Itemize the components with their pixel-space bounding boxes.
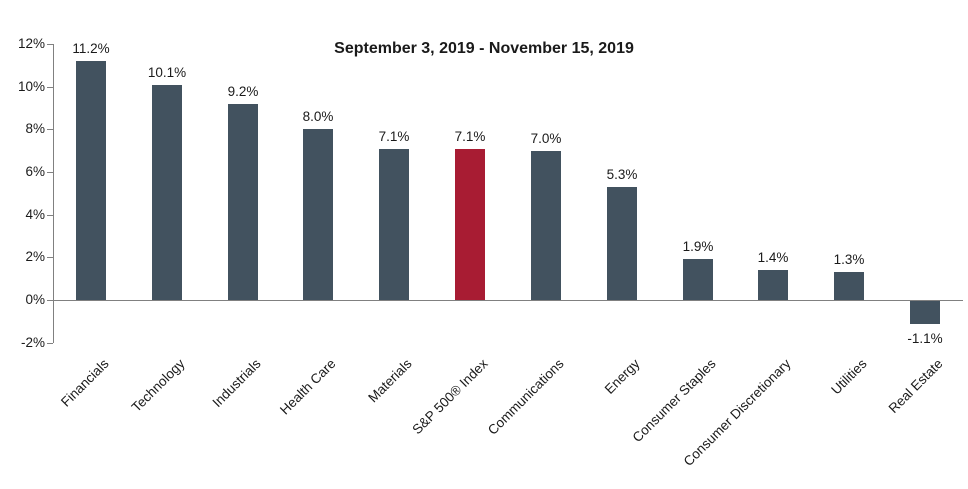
y-axis-tick-label: 12% — [17, 36, 45, 51]
bar-consumer-staples — [683, 259, 713, 300]
y-axis-tick-label: 2% — [25, 249, 45, 264]
y-axis-line — [53, 44, 54, 343]
bar-industrials — [228, 104, 258, 300]
y-axis-tick — [47, 300, 53, 301]
y-axis-tick-label: -2% — [20, 335, 45, 350]
y-axis-tick-label: 8% — [25, 121, 45, 136]
y-axis-tick — [47, 44, 53, 45]
bar-consumer-discretionary — [758, 270, 788, 300]
bar-value-label-industrials: 9.2% — [227, 84, 259, 99]
bar-value-label-real-estate: -1.1% — [907, 331, 943, 346]
y-axis-tick — [47, 343, 53, 344]
bar-health-care — [303, 129, 333, 300]
zero-baseline — [53, 300, 963, 301]
bar-value-label-materials: 7.1% — [378, 129, 410, 144]
bar-communications — [531, 151, 561, 300]
y-axis-tick-label: 6% — [25, 164, 45, 179]
y-axis-tick-label: 10% — [17, 79, 45, 94]
bar-financials — [76, 61, 106, 300]
y-axis-tick — [47, 257, 53, 258]
bar-value-label-consumer-staples: 1.9% — [682, 239, 714, 254]
bar-value-label-health-care: 8.0% — [302, 109, 334, 124]
y-axis-tick-label: 4% — [25, 207, 45, 222]
bar-value-label-utilities: 1.3% — [833, 252, 865, 267]
bar-materials — [379, 149, 409, 300]
bar-s-p-500-index — [455, 149, 485, 300]
y-axis-tick — [47, 87, 53, 88]
chart-title: September 3, 2019 - November 15, 2019 — [334, 40, 634, 57]
bar-value-label-financials: 11.2% — [72, 41, 110, 56]
y-axis-tick-label: 0% — [25, 292, 45, 307]
bar-value-label-consumer-discretionary: 1.4% — [757, 250, 789, 265]
bar-energy — [607, 187, 637, 300]
bar-value-label-s-p-500-index: 7.1% — [454, 129, 486, 144]
y-axis-tick — [47, 129, 53, 130]
bar-value-label-communications: 7.0% — [530, 131, 562, 146]
bar-value-label-energy: 5.3% — [606, 167, 638, 182]
y-axis-tick — [47, 172, 53, 173]
bar-utilities — [834, 272, 864, 300]
bar-technology — [152, 85, 182, 300]
bar-real-estate — [910, 301, 940, 324]
bar-value-label-technology: 10.1% — [147, 65, 187, 80]
y-axis-tick — [47, 215, 53, 216]
x-axis-label-financials: Financials — [58, 356, 112, 410]
